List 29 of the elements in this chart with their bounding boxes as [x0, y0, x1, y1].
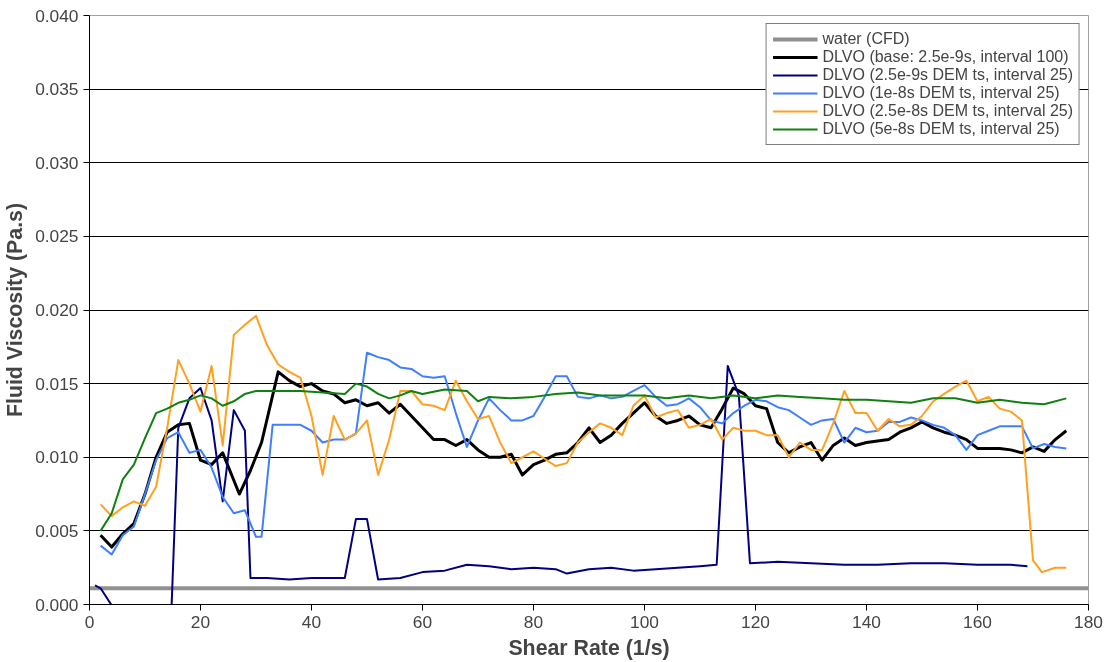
x-axis-title: Shear Rate (1/s): [508, 635, 670, 660]
x-tick-label: 100: [630, 611, 659, 632]
x-tick-label: 80: [523, 611, 544, 632]
legend-label: DLVO (2.5e-9s DEM ts, interval 25): [822, 66, 1073, 84]
y-tick-label: 0.000: [35, 594, 79, 615]
legend-label: DLVO (base: 2.5e-9s, interval 100): [822, 48, 1069, 66]
x-tick-label: 20: [190, 611, 211, 632]
x-tick-label: 60: [412, 611, 433, 632]
legend-label: water (CFD): [822, 30, 910, 48]
y-tick-label: 0.030: [35, 152, 79, 173]
x-tick-label: 180: [1074, 611, 1103, 632]
y-tick-label: 0.010: [35, 447, 79, 468]
y-tick-label: 0.025: [35, 226, 79, 247]
x-tick-label: 0: [84, 611, 95, 632]
x-tick-label: 160: [963, 611, 992, 632]
legend-label: DLVO (1e-8s DEM ts, interval 25): [822, 84, 1060, 102]
legend-label: DLVO (2.5e-8s DEM ts, interval 25): [822, 102, 1073, 120]
y-tick-label: 0.035: [35, 79, 79, 100]
y-tick-label: 0.015: [35, 373, 79, 394]
x-tick-label: 120: [741, 611, 770, 632]
line-series: [99, 382, 1068, 532]
x-tick-label: 140: [852, 611, 881, 632]
legend-label: DLVO (5e-8s DEM ts, interval 25): [822, 120, 1060, 138]
y-tick-label: 0.005: [35, 520, 79, 541]
y-tick-label: 0.020: [35, 300, 79, 320]
x-tick-label: 40: [301, 611, 322, 632]
y-axis-title: Fluid Viscosity (Pa.s): [3, 202, 28, 418]
y-tick-label: 0.040: [35, 5, 79, 26]
line-series: [99, 314, 1068, 574]
